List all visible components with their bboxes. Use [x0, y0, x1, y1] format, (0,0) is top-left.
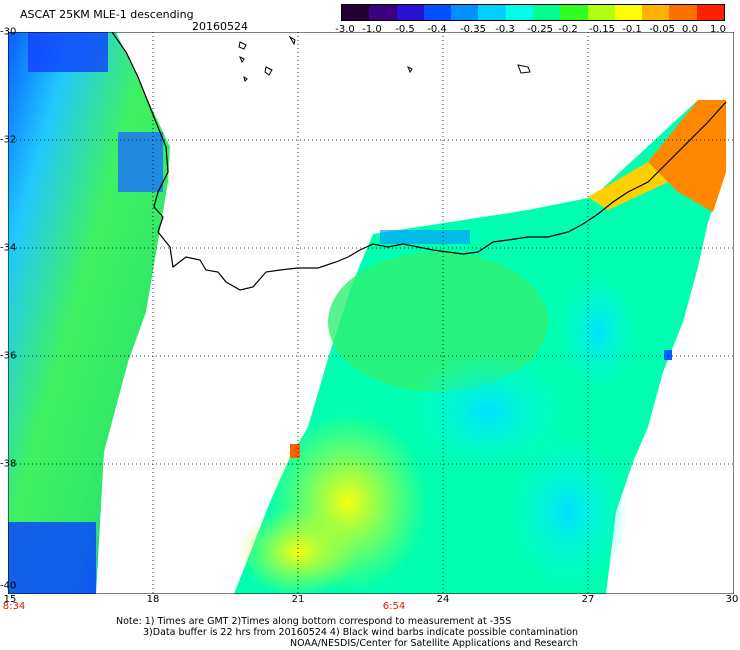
colorbar-segment: [478, 5, 506, 20]
right-swath: [234, 100, 726, 594]
colorbar-label: -0.4: [427, 24, 447, 35]
note-line: NOAA/NESDIS/Center for Satellite Applica…: [290, 638, 578, 649]
lon-label: 24: [436, 594, 450, 605]
colorbar: [341, 4, 725, 21]
lon-label: 15: [3, 594, 17, 605]
islands: [238, 35, 531, 82]
colorbar-segment: [614, 5, 643, 20]
colorbar-segment: [423, 5, 452, 20]
colorbar-label: -0.3: [495, 24, 515, 35]
note-line: Note: 1) Times are GMT 2)Times along bot…: [116, 616, 512, 627]
colorbar-label: -0.05: [649, 24, 675, 35]
colorbar-segment: [669, 5, 697, 20]
colorbar-segment: [369, 5, 397, 20]
lon-label: 27: [581, 594, 595, 605]
colorbar-segment: [396, 5, 424, 20]
colorbar-label: -0.35: [460, 24, 486, 35]
colorbar-segment: [505, 5, 533, 20]
left-swath: [8, 32, 170, 594]
colorbar-label: -0.5: [395, 24, 415, 35]
colorbar-label: -0.15: [589, 24, 615, 35]
colorbar-segment: [451, 5, 479, 20]
colorbar-label: -1.0: [362, 24, 382, 35]
lat-label: -32: [0, 134, 17, 146]
lon-label: 30: [725, 594, 739, 605]
lat-label: -38: [0, 458, 17, 470]
product-date: 20160524: [192, 20, 248, 33]
lat-label: -36: [0, 350, 17, 362]
colorbar-segment: [342, 5, 370, 20]
colorbar-label: -3.0: [335, 24, 355, 35]
coastline: [111, 32, 727, 291]
colorbar-label: 1.0: [710, 24, 726, 35]
colorbar-segment: [587, 5, 615, 20]
pass-time: 8:34: [2, 601, 26, 612]
lat-label: -40: [0, 580, 17, 592]
colorbar-label: -0.1: [622, 24, 642, 35]
colorbar-label: -0.25: [527, 24, 553, 35]
colorbar-label: 0.0: [682, 24, 698, 35]
pass-time: 6:54: [382, 601, 406, 612]
colorbar-segment: [532, 5, 561, 20]
wind-map: [8, 32, 734, 594]
product-title: ASCAT 25KM MLE-1 descending: [20, 8, 194, 21]
colorbar-label: -0.2: [558, 24, 578, 35]
colorbar-segment: [642, 5, 670, 20]
lon-label: 18: [146, 594, 160, 605]
graticule: [8, 32, 734, 594]
lat-label: -30: [0, 26, 17, 38]
colorbar-segment: [696, 5, 724, 20]
lat-label: -34: [0, 242, 17, 254]
lon-label: 21: [291, 594, 305, 605]
note-line: 3)Data buffer is 22 hrs from 20160524 4)…: [143, 627, 579, 638]
colorbar-segment: [560, 5, 588, 20]
